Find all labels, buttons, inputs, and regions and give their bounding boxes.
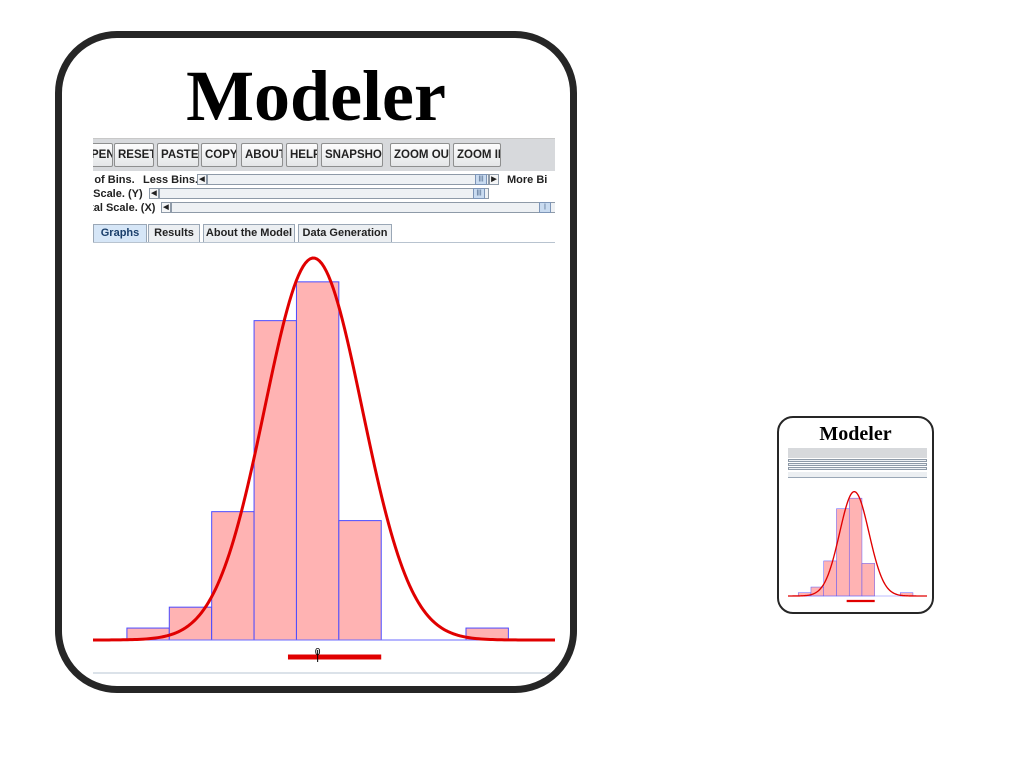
modeler-card-small: Modeler [777,416,934,614]
y-scale-label: l Scale. (Y) [93,188,143,200]
less-bins-label: Less Bins. [143,174,199,186]
thumbnail-histogram-bar-4 [848,497,863,597]
y-scale-slider-track[interactable] [159,188,489,199]
y-scale-slider-thumb[interactable]: ||| [473,188,485,199]
thumbnail-tab-bar [788,472,927,478]
thumbnail-title: Modeler [819,423,892,445]
thumbnail-histogram-chart [788,490,927,603]
y-scale-slider-row: l Scale. (Y) ◀ ||| [93,187,555,201]
y-scale-left-arrow-icon[interactable]: ◀ [149,188,159,199]
bins-right-arrow-icon[interactable]: ▶ [489,174,499,185]
histogram-chart: 0 [93,256,555,674]
histogram-bar-5 [338,520,382,641]
x-scale-slider-row: ital Scale. (X) ◀ | [93,201,555,215]
thumbnail-toolbar [788,448,927,458]
tab-data-generation[interactable]: Data Generation [298,224,392,242]
about-button[interactable]: ABOUT [241,143,283,167]
thumbnail-slider-y [788,463,927,466]
histogram-bar-2 [211,511,255,641]
snapshot-button[interactable]: SNAPSHOT [321,143,383,167]
thumbnail-slider-bins [788,459,927,462]
histogram-bar-3 [253,320,297,641]
normal-curve [93,256,555,642]
bins-slider-thumb[interactable]: ||| [475,174,487,185]
modeler-card-large: Modeler PEN RESET PASTE COPY ABOUT HELP … [55,31,577,693]
copy-button[interactable]: COPY [201,143,237,167]
tab-bar: Graphs Results About the Model Data Gene… [93,224,555,243]
bins-label: r of Bins. [93,174,135,186]
reset-button[interactable]: RESET [114,143,154,167]
tab-about-the-model[interactable]: About the Model [203,224,295,242]
x-scale-left-arrow-icon[interactable]: ◀ [161,202,171,213]
x-scale-slider-track[interactable] [171,202,555,213]
x-tick-label-zero: 0 [315,647,321,658]
x-scale-label: ital Scale. (X) [93,202,156,214]
histogram-bar-4 [295,281,340,641]
thumbnail-slider-x [788,467,927,470]
app-window: PEN RESET PASTE COPY ABOUT HELP SNAPSHOT… [93,138,555,678]
tab-graphs[interactable]: Graphs [93,224,147,242]
thumbnail-histogram-bar-5 [861,563,875,597]
open-button[interactable]: PEN [93,143,113,167]
more-bins-label: More Bi [507,174,548,186]
tab-results[interactable]: Results [148,224,200,242]
card-title: Modeler [186,56,446,136]
bins-slider-track[interactable] [207,174,489,185]
zoom-out-button[interactable]: ZOOM OUT [390,143,450,167]
toolbar: PEN RESET PASTE COPY ABOUT HELP SNAPSHOT… [93,138,555,171]
paste-button[interactable]: PASTE [157,143,199,167]
thumbnail-histogram-bar-2 [823,560,837,597]
bins-left-arrow-icon[interactable]: ◀ [197,174,207,185]
x-scale-slider-thumb[interactable]: | [539,202,551,213]
bins-slider-row: r of Bins. Less Bins. ◀ ||| ▶ More Bi [93,173,555,187]
zoom-in-button[interactable]: ZOOM IN [453,143,501,167]
thumbnail-normal-curve [788,490,927,597]
thumbnail-app-window [788,448,927,608]
help-button[interactable]: HELP [286,143,318,167]
